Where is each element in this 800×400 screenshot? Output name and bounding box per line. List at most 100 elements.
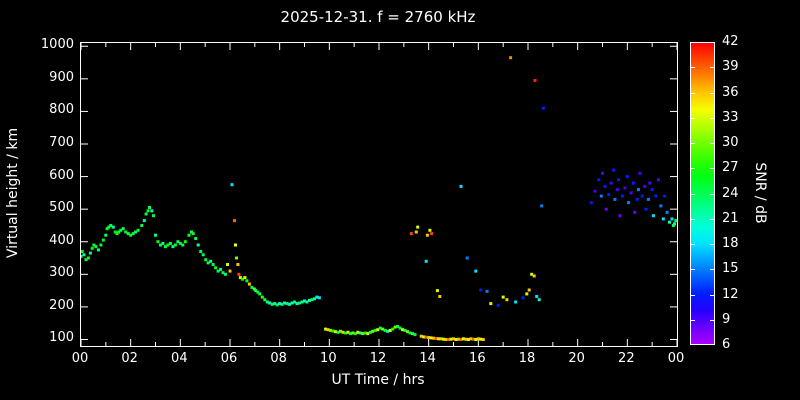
data-point: [305, 300, 309, 304]
colorbar-tick-label: 21: [722, 210, 739, 226]
data-point: [226, 263, 229, 266]
data-point: [288, 302, 292, 306]
data-point: [348, 332, 352, 336]
colorbar-tick-mark: [691, 92, 695, 94]
data-point: [99, 243, 103, 247]
data-point: [344, 331, 347, 335]
data-point: [633, 210, 637, 214]
colorbar-tick-mark: [691, 319, 695, 321]
data-point: [428, 228, 432, 232]
data-point: [388, 328, 392, 332]
data-point: [235, 256, 238, 260]
data-point: [398, 326, 402, 330]
data-point: [627, 201, 631, 205]
data-point: [86, 256, 90, 260]
data-point: [615, 188, 619, 192]
data-point: [317, 296, 321, 300]
data-point: [245, 279, 249, 283]
data-point: [237, 272, 241, 276]
x-tick-label: 04: [171, 351, 188, 366]
data-point: [161, 241, 165, 245]
data-point: [403, 328, 407, 332]
data-point: [659, 204, 663, 208]
colorbar-tick-label: 39: [722, 59, 739, 75]
data-point: [618, 214, 622, 218]
data-point: [496, 303, 500, 307]
x-tick-label: 16: [469, 351, 486, 366]
data-point: [247, 282, 251, 286]
data-point: [434, 337, 438, 340]
colorbar-tick-mark: [691, 67, 695, 69]
data-point: [290, 301, 294, 305]
colorbar-tick-mark: [710, 67, 714, 69]
data-point: [273, 302, 277, 306]
data-point: [424, 259, 428, 263]
data-point: [191, 232, 195, 236]
data-point: [351, 331, 355, 335]
data-point: [471, 337, 475, 341]
data-point: [199, 250, 203, 253]
data-point: [646, 197, 650, 201]
data-point: [635, 197, 639, 201]
data-point: [113, 230, 117, 234]
data-point: [111, 225, 115, 229]
data-point: [368, 330, 372, 334]
data-point: [537, 298, 541, 302]
data-point: [535, 295, 539, 298]
colorbar-tick-mark: [710, 244, 714, 245]
data-point: [532, 274, 536, 278]
data-point: [673, 222, 676, 226]
data-point: [181, 243, 185, 247]
data-point: [119, 228, 123, 232]
data-point: [485, 289, 489, 293]
data-point: [386, 329, 390, 333]
data-point: [300, 300, 304, 304]
data-point: [131, 232, 135, 236]
colorbar-tick-mark: [710, 269, 714, 271]
colorbar-tick-mark: [710, 143, 714, 144]
data-point: [607, 193, 611, 196]
data-point: [88, 251, 92, 255]
data-point: [278, 302, 282, 306]
data-point: [525, 292, 529, 296]
data-point: [413, 333, 417, 337]
data-point: [654, 194, 658, 198]
data-point: [250, 285, 254, 289]
data-point: [416, 225, 420, 229]
colorbar-tick-mark: [691, 168, 695, 170]
data-point: [425, 233, 429, 237]
data-point: [310, 298, 314, 302]
data-point: [373, 328, 377, 332]
data-point: [283, 301, 287, 305]
data-point: [326, 328, 330, 332]
data-point: [668, 220, 671, 224]
data-point: [444, 338, 448, 341]
data-point: [256, 290, 260, 294]
colorbar-tick-mark: [691, 218, 695, 220]
data-point: [136, 228, 140, 232]
colorbar-tick-mark: [691, 344, 695, 345]
data-point: [280, 302, 284, 306]
data-point: [620, 194, 624, 198]
data-point: [612, 168, 616, 172]
data-point: [163, 245, 167, 249]
x-tick-label: 02: [121, 351, 138, 366]
data-point: [336, 330, 340, 334]
data-point: [429, 336, 433, 340]
data-point: [601, 171, 604, 175]
colorbar-tick-mark: [691, 143, 695, 144]
data-point: [109, 224, 113, 227]
data-point: [489, 302, 493, 306]
data-point: [521, 296, 525, 300]
data-point: [629, 191, 633, 195]
data-point: [465, 256, 469, 260]
data-point: [92, 243, 96, 247]
data-point: [479, 337, 483, 341]
data-point: [196, 243, 200, 247]
data-point: [430, 232, 434, 236]
y-tick-label: 800: [49, 102, 74, 118]
data-point: [509, 56, 513, 60]
data-point: [435, 289, 439, 293]
data-point: [442, 337, 446, 341]
